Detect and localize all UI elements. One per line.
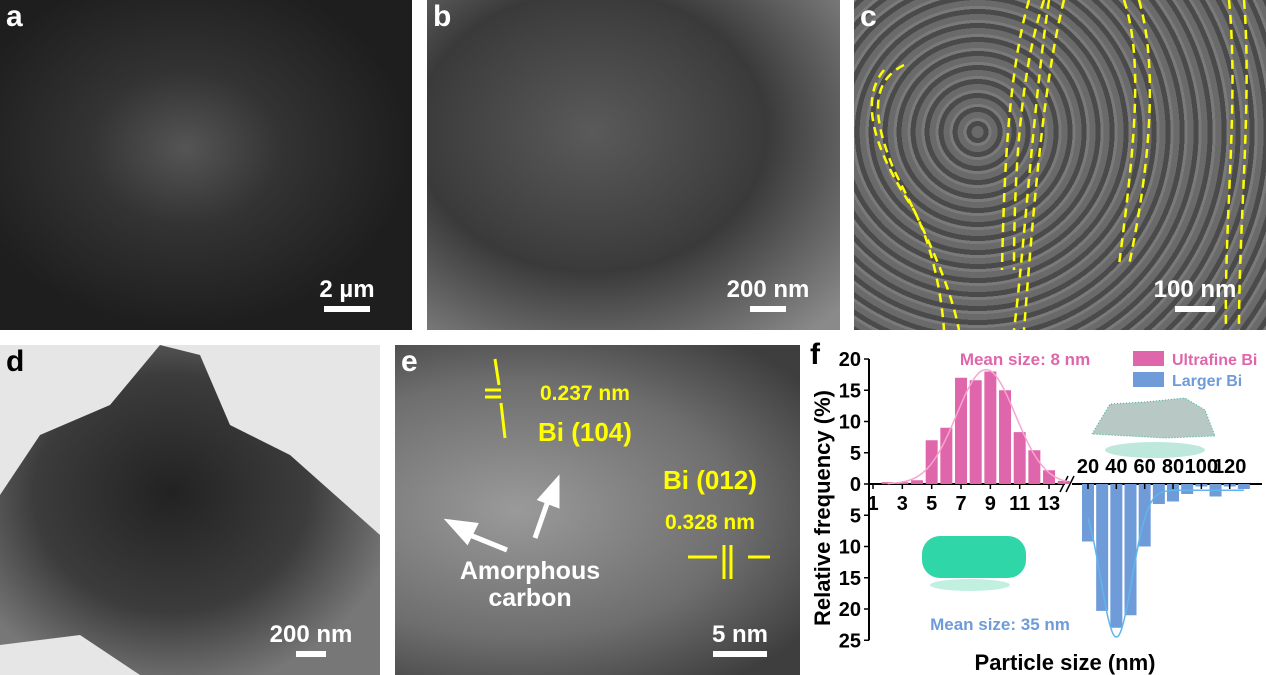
mean-size-ultrafine: Mean size: 8 nm [960, 350, 1090, 369]
x-tick-label: 120 [1213, 456, 1246, 478]
scale-label: 200 nm [726, 276, 810, 303]
plane-label: Bi (012) [663, 465, 757, 495]
y-tick-label: 5 [850, 505, 861, 527]
x-tick-label: 80 [1162, 456, 1184, 478]
legend-label-ultrafine: Ultrafine Bi [1172, 352, 1257, 369]
tem-image-d: d 200 nm [0, 345, 380, 675]
x-tick-label: 13 [1038, 493, 1060, 515]
panel-label: f [810, 340, 820, 371]
tem-specimen [0, 345, 380, 675]
nanosheet-illustration [1091, 397, 1216, 439]
bar-ultrafine [1057, 480, 1070, 484]
x-tick-label: 11 [1009, 493, 1030, 515]
label-line: carbon [488, 584, 572, 612]
scale-bar: 200 nm [258, 623, 364, 657]
bar-ultrafine [940, 427, 953, 484]
annotation-marks [443, 358, 770, 579]
bar-ultrafine [969, 380, 982, 484]
label-line: Amorphous [459, 557, 601, 585]
sem-image-c: c 100 nm [854, 0, 1266, 330]
size-distribution-chart: f 20 15 10 5 0 5 10 15 20 25 1 3 5 7 9 11 13 20 40 60 80 100 1… [810, 340, 1266, 675]
scale-bar: 5 nm [700, 623, 780, 657]
fit-curve-ultrafine [887, 368, 1067, 485]
bar-larger [1110, 484, 1123, 628]
y-axis-label: Relative frequency (%) [810, 390, 835, 626]
d-spacing-label: 0.237 nm [540, 382, 630, 405]
x-tick-label: 40 [1105, 456, 1127, 478]
hrtem-image-e: e 0.237 nm Bi (104) Bi (012) 0.328 nm Am… [395, 345, 800, 675]
legend-swatch-ultrafine [1133, 351, 1164, 366]
y-tick-label: 15 [839, 568, 861, 590]
x-tick-label: 5 [926, 493, 937, 515]
sem-image-b: b 200 nm [427, 0, 840, 330]
y-tick-label: 25 [839, 630, 861, 652]
amorphous-carbon-label: Amorphous carbon [440, 558, 620, 612]
y-tick-label: 10 [839, 412, 861, 434]
y-tick-label: 0 [850, 474, 861, 496]
scale-label: 100 nm [1153, 276, 1237, 303]
scale-label: 200 nm [269, 621, 353, 648]
x-tick-label: 9 [985, 493, 996, 515]
panel-label: b [433, 0, 452, 33]
cluster-shadow [930, 579, 1010, 591]
bar-ultrafine [911, 480, 924, 484]
bar-larger [1167, 484, 1180, 502]
scale-bar: 2 µm [316, 278, 378, 312]
scale-label: 5 nm [711, 621, 768, 648]
bi-cluster-illustration [922, 536, 1026, 578]
plane-label: Bi (104) [538, 417, 632, 447]
x-tick-label: 20 [1077, 456, 1099, 478]
bar-larger [1181, 484, 1194, 494]
bar-larger [1124, 484, 1137, 616]
bar-ultrafine [1043, 470, 1056, 484]
x-tick-label: 60 [1134, 456, 1156, 478]
bar-larger [1096, 484, 1109, 611]
y-tick-label: 15 [839, 380, 861, 402]
bar-ultrafine [984, 371, 997, 484]
panel-label: a [6, 0, 23, 33]
bar-ultrafine [955, 377, 968, 484]
x-tick-label: 3 [897, 493, 908, 515]
x-tick-label: 7 [955, 493, 966, 515]
panel-label: e [401, 345, 418, 378]
scale-label: 2 µm [319, 276, 375, 303]
scale-bar: 200 nm [715, 278, 821, 312]
d-spacing-label: 0.328 nm [665, 511, 755, 534]
y-tick-label: 20 [839, 349, 861, 371]
yellow-dashed-outlines [870, 0, 1248, 330]
y-tick-label: 5 [850, 443, 861, 465]
bar-ultrafine [896, 482, 909, 484]
bar-larger [1237, 484, 1250, 489]
y-tick-label: 20 [839, 599, 861, 621]
x-axis-label: Particle size (nm) [975, 650, 1156, 675]
x-tick-label: 1 [867, 493, 878, 515]
fit-curve-larger [1087, 489, 1244, 638]
panel-label: d [6, 345, 25, 378]
mean-size-larger: Mean size: 35 nm [930, 615, 1070, 634]
bar-ultrafine [1013, 432, 1026, 484]
x-tick-label: 100 [1185, 456, 1218, 478]
nanosheet-shadow [1105, 442, 1205, 458]
bar-ultrafine [999, 390, 1012, 484]
legend-label-larger: Larger Bi [1172, 373, 1242, 390]
sem-image-a: a 2 µm [0, 0, 412, 330]
scale-bar: 100 nm [1142, 278, 1248, 312]
legend-swatch-larger [1133, 372, 1164, 387]
panel-label: c [860, 0, 877, 33]
y-tick-label: 10 [839, 537, 861, 559]
